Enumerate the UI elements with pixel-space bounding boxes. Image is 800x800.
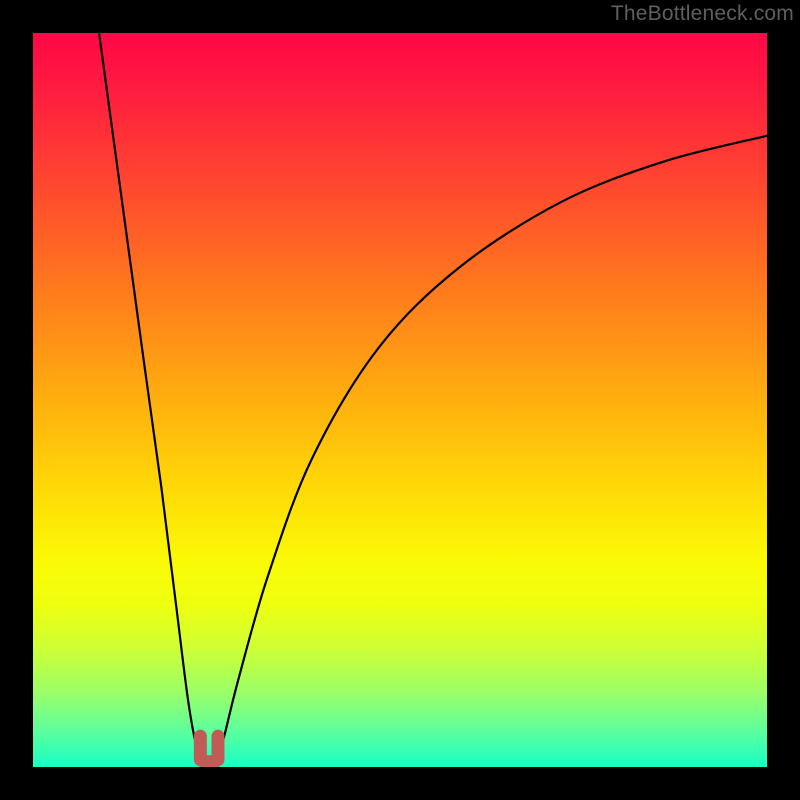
watermark-text: TheBottleneck.com xyxy=(611,2,794,26)
right-curve xyxy=(218,136,767,756)
valley-marker xyxy=(200,736,218,762)
left-curve xyxy=(99,33,200,756)
chart-root: TheBottleneck.com xyxy=(0,0,800,800)
plot-area xyxy=(33,33,767,767)
curve-layer xyxy=(33,33,767,767)
